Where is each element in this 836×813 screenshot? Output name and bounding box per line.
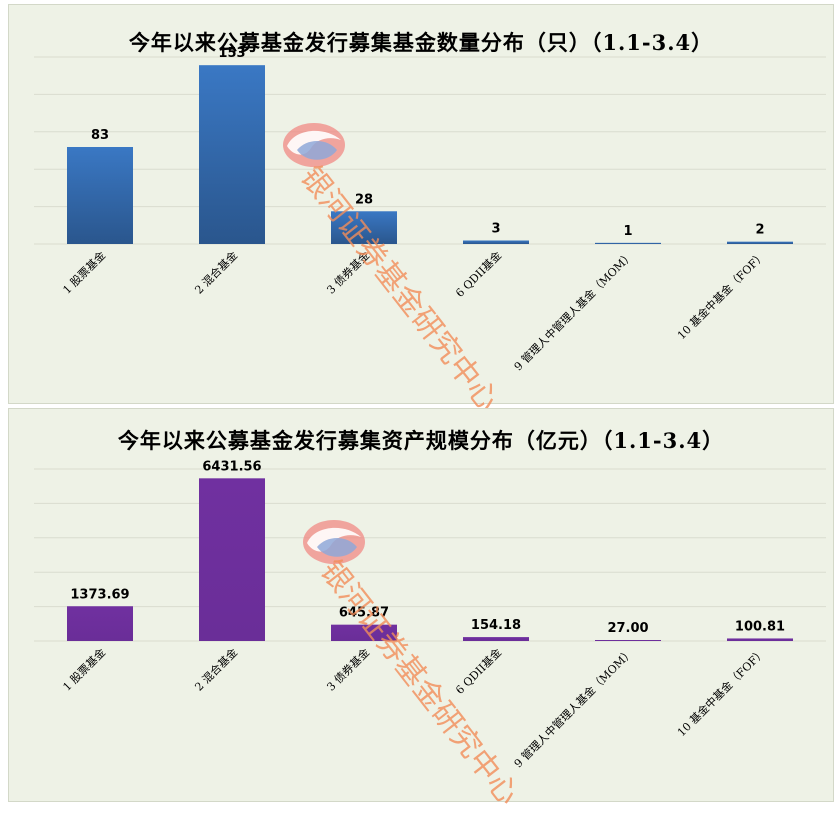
- category-label: 1 股票基金: [60, 248, 108, 296]
- category-label: 3 债券基金: [324, 645, 372, 693]
- bar: [595, 242, 661, 244]
- bar: [595, 640, 661, 641]
- data-label: 3: [491, 221, 500, 236]
- chart-title: 今年以来公募基金发行募集资产规模分布（亿元）（1.1-3.4）: [117, 428, 725, 453]
- category-label: 2 混合基金: [192, 248, 240, 296]
- bar: [331, 211, 397, 244]
- bar: [727, 241, 793, 244]
- chart-panel-scale: 今年以来公募基金发行募集资产规模分布（亿元）（1.1-3.4） 1373.69 1…: [8, 408, 834, 812]
- category-label: 1 股票基金: [60, 645, 108, 693]
- data-label: 1373.69: [70, 587, 129, 602]
- data-label: 2: [755, 223, 764, 238]
- bar: [463, 240, 529, 244]
- data-label: 154.18: [471, 618, 521, 633]
- bar: [199, 478, 265, 641]
- category-label: 10 基金中基金（FOF）: [674, 645, 768, 739]
- data-label: 153: [218, 46, 245, 61]
- category-label: 3 债券基金: [324, 248, 372, 296]
- category-label: 10 基金中基金（FOF）: [674, 248, 768, 342]
- category-label: 9 管理人中管理人基金（MOM）: [511, 645, 636, 770]
- data-label: 6431.56: [202, 459, 261, 474]
- bar-chart-count: 83 1 股票基金 153 2 混合基金 28 3 债券基金 3 6 QDII基金 1 9 管理人…: [34, 46, 826, 373]
- bar: [67, 606, 133, 641]
- data-label: 83: [91, 128, 109, 143]
- category-label: 6 QDII基金: [452, 645, 504, 697]
- data-label: 1: [623, 224, 632, 239]
- bar: [331, 624, 397, 641]
- data-label: 28: [355, 192, 373, 207]
- bar: [463, 637, 529, 641]
- bar: [67, 146, 133, 244]
- bar-chart-scale: 1373.69 1 股票基金 6431.56 2 混合基金 645.87 3 债券基金 15…: [34, 459, 826, 770]
- chart-panel-count: 今年以来公募基金发行募集基金数量分布（只）（1.1-3.4） 83 1 股票基金 1…: [8, 4, 834, 418]
- category-label: 2 混合基金: [192, 645, 240, 693]
- category-label: 6 QDII基金: [452, 248, 504, 300]
- chart-title: 今年以来公募基金发行募集基金数量分布（只）（1.1-3.4）: [128, 30, 714, 55]
- data-label: 100.81: [735, 619, 785, 634]
- data-label: 645.87: [339, 606, 389, 621]
- category-label: 9 管理人中管理人基金（MOM）: [511, 248, 636, 373]
- bar: [727, 638, 793, 641]
- bar: [199, 65, 265, 245]
- data-label: 27.00: [607, 621, 648, 636]
